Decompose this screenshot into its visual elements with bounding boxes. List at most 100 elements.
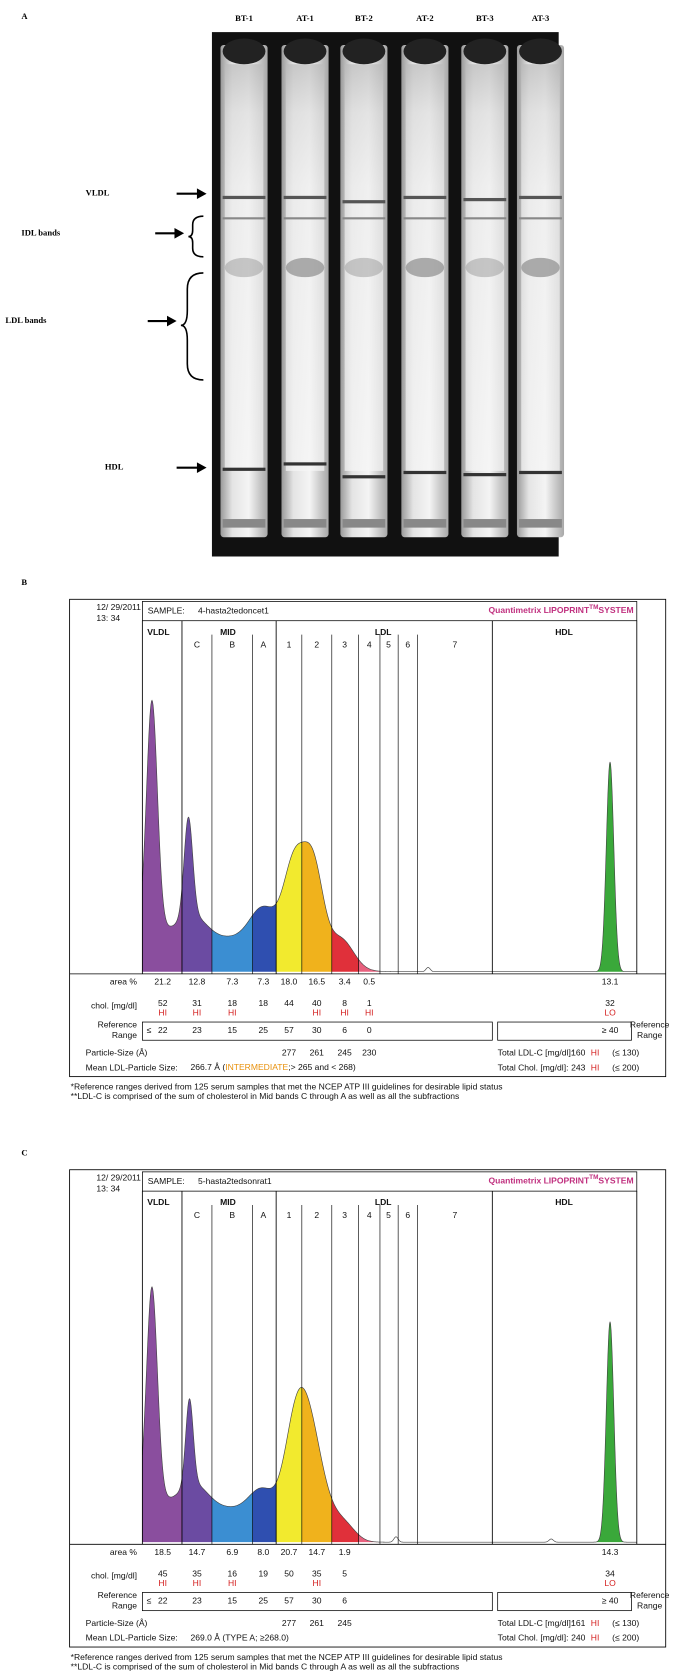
trace-outline: [142, 1286, 637, 1543]
ref-value: 25: [259, 1595, 269, 1605]
band-label: HDL: [105, 462, 124, 472]
fraction-label: 3: [342, 1210, 347, 1220]
chol-value: 45: [158, 1569, 168, 1579]
row-label: Mean LDL-Particle Size:: [86, 1062, 178, 1072]
fraction-label: 4: [367, 640, 372, 650]
chol-value: 8: [342, 998, 347, 1008]
fraction-label: C: [194, 640, 200, 650]
ref-label: Range: [637, 1601, 662, 1611]
fraction-label: 2: [314, 1210, 319, 1220]
trace-outline: [142, 699, 637, 973]
trace-segment: [252, 1482, 277, 1543]
arrow-head: [196, 188, 207, 200]
hdl-band: [463, 473, 507, 477]
trace-segment: [301, 841, 332, 972]
footnote: **LDL-C is comprised of the sum of chole…: [71, 1662, 460, 1672]
bracket: [180, 272, 204, 381]
row-label: area %: [110, 1547, 137, 1557]
vldl-band: [463, 197, 507, 202]
trace-segment: [142, 700, 182, 972]
total-range: (≤ 130): [612, 1047, 639, 1057]
vldl-band: [342, 200, 386, 204]
trace-segment: [211, 1492, 253, 1543]
particle-size: 245: [338, 1618, 353, 1628]
mean-size-part: INTERMEDIATE: [225, 1062, 288, 1072]
flag: HI: [340, 1008, 349, 1018]
band-label: VLDL: [86, 188, 110, 198]
meniscus: [283, 38, 327, 65]
brand-sup: TM: [589, 1174, 598, 1181]
lane-label: AT-1: [296, 13, 314, 23]
chol-value: 5: [342, 1569, 347, 1579]
sample-label: SAMPLE:: [148, 1176, 185, 1186]
lane-label: BT-2: [355, 13, 373, 23]
brand-sup: TM: [589, 604, 598, 611]
lane-label: BT-1: [235, 13, 253, 23]
total-value: 160: [571, 1047, 586, 1057]
tube-bottom: [403, 519, 447, 528]
lane-label: BT-3: [476, 13, 494, 23]
area-value: 20.7: [281, 1547, 298, 1557]
ref-value: 22: [158, 1595, 168, 1605]
lane-label: AT-2: [416, 13, 434, 23]
mean-size-part: 269.0 Å (TYPE A; ≥268.0): [191, 1633, 289, 1643]
total-value: 243: [571, 1062, 586, 1072]
date: 12/ 29/2011: [96, 602, 141, 612]
hdl-band: [283, 462, 327, 466]
total-flag: HI: [591, 1618, 600, 1628]
trace-segment: [252, 903, 277, 972]
area-value: 13.1: [602, 977, 619, 987]
meniscus: [463, 38, 507, 65]
idl-band: [342, 217, 386, 220]
fraction-label: A: [260, 1210, 266, 1220]
trace-segment: [358, 1534, 380, 1543]
area-value: 0.5: [363, 977, 375, 987]
chol-value: 32: [605, 998, 615, 1008]
row-label: Particle-Size (Å): [86, 1047, 148, 1057]
time: 13: 34: [96, 613, 120, 623]
tube-bottom: [519, 519, 562, 528]
particle-size: 277: [282, 1047, 297, 1057]
row-label: Range: [112, 1030, 137, 1040]
ref-value: 57: [284, 1595, 294, 1605]
ref-value: 25: [259, 1025, 269, 1035]
brand: Quantimetrix LIPOPRINTTMSYSTEM: [489, 604, 634, 616]
ref-value: 6: [342, 1595, 347, 1605]
chol-value: 1: [367, 998, 372, 1008]
ref-value: 23: [192, 1025, 202, 1035]
fraction-label: 5: [386, 640, 391, 650]
total-value: 161: [571, 1618, 586, 1628]
flag: HI: [365, 1008, 374, 1018]
bracket: [188, 215, 204, 258]
flag: HI: [193, 1008, 202, 1018]
sample-box: [141, 601, 638, 622]
fraction-label: 5: [386, 1210, 391, 1220]
flag: HI: [228, 1578, 237, 1588]
idl-band: [463, 217, 507, 220]
fraction-label: 6: [405, 640, 410, 650]
ldl-band: [344, 257, 384, 278]
area-value: 8.0: [257, 1547, 269, 1557]
sample-label: SAMPLE:: [148, 605, 185, 615]
particle-size: 261: [310, 1047, 325, 1057]
ref-hdl: ≥ 40: [602, 1025, 619, 1035]
sample-box: [141, 1171, 638, 1192]
trace-segment: [572, 1321, 643, 1543]
fraction-label: 1: [287, 640, 292, 650]
flag: HI: [228, 1008, 237, 1018]
area-value: 7.3: [257, 977, 269, 987]
total-value: 240: [571, 1633, 586, 1643]
section-label: HDL: [555, 627, 573, 637]
ref-lead: ≤: [147, 1595, 152, 1605]
ref-value: 0: [367, 1025, 372, 1035]
section-label: MID: [220, 627, 236, 637]
trace-segment: [301, 1387, 332, 1543]
area-value: 14.7: [308, 1547, 325, 1557]
particle-size: 230: [362, 1047, 377, 1057]
ldl-band: [521, 257, 560, 278]
mean-size-part: ;> 265 and < 268): [288, 1062, 356, 1072]
ref-lead: ≤: [147, 1025, 152, 1035]
area-value: 3.4: [339, 977, 351, 987]
fraction-label: 7: [452, 640, 457, 650]
ldl-band: [465, 257, 505, 278]
